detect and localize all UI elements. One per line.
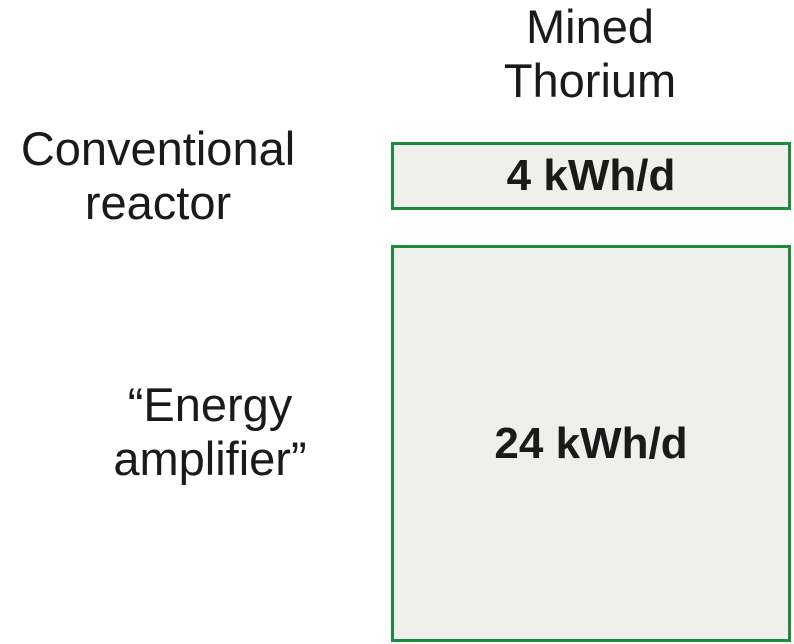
column-header-mined-thorium: Mined Thorium <box>440 0 740 108</box>
row-label-conventional-reactor: Conventional reactor <box>0 122 316 230</box>
column-header-line-2: Thorium <box>503 54 677 107</box>
energy-box-conventional-reactor: 4 kWh/d <box>391 142 791 210</box>
row-label-line-2: amplifier” <box>113 432 307 485</box>
row-label-line-1: “Energy <box>127 378 293 431</box>
row-label-line-2: reactor <box>84 176 232 229</box>
energy-value-amplifier: 24 kWh/d <box>494 418 688 468</box>
energy-value-conventional: 4 kWh/d <box>506 151 676 200</box>
energy-box-energy-amplifier: 24 kWh/d <box>391 245 791 642</box>
row-label-energy-amplifier: “Energy amplifier” <box>60 378 360 486</box>
row-label-line-1: Conventional <box>20 122 296 175</box>
column-header-line-1: Mined <box>525 0 654 53</box>
